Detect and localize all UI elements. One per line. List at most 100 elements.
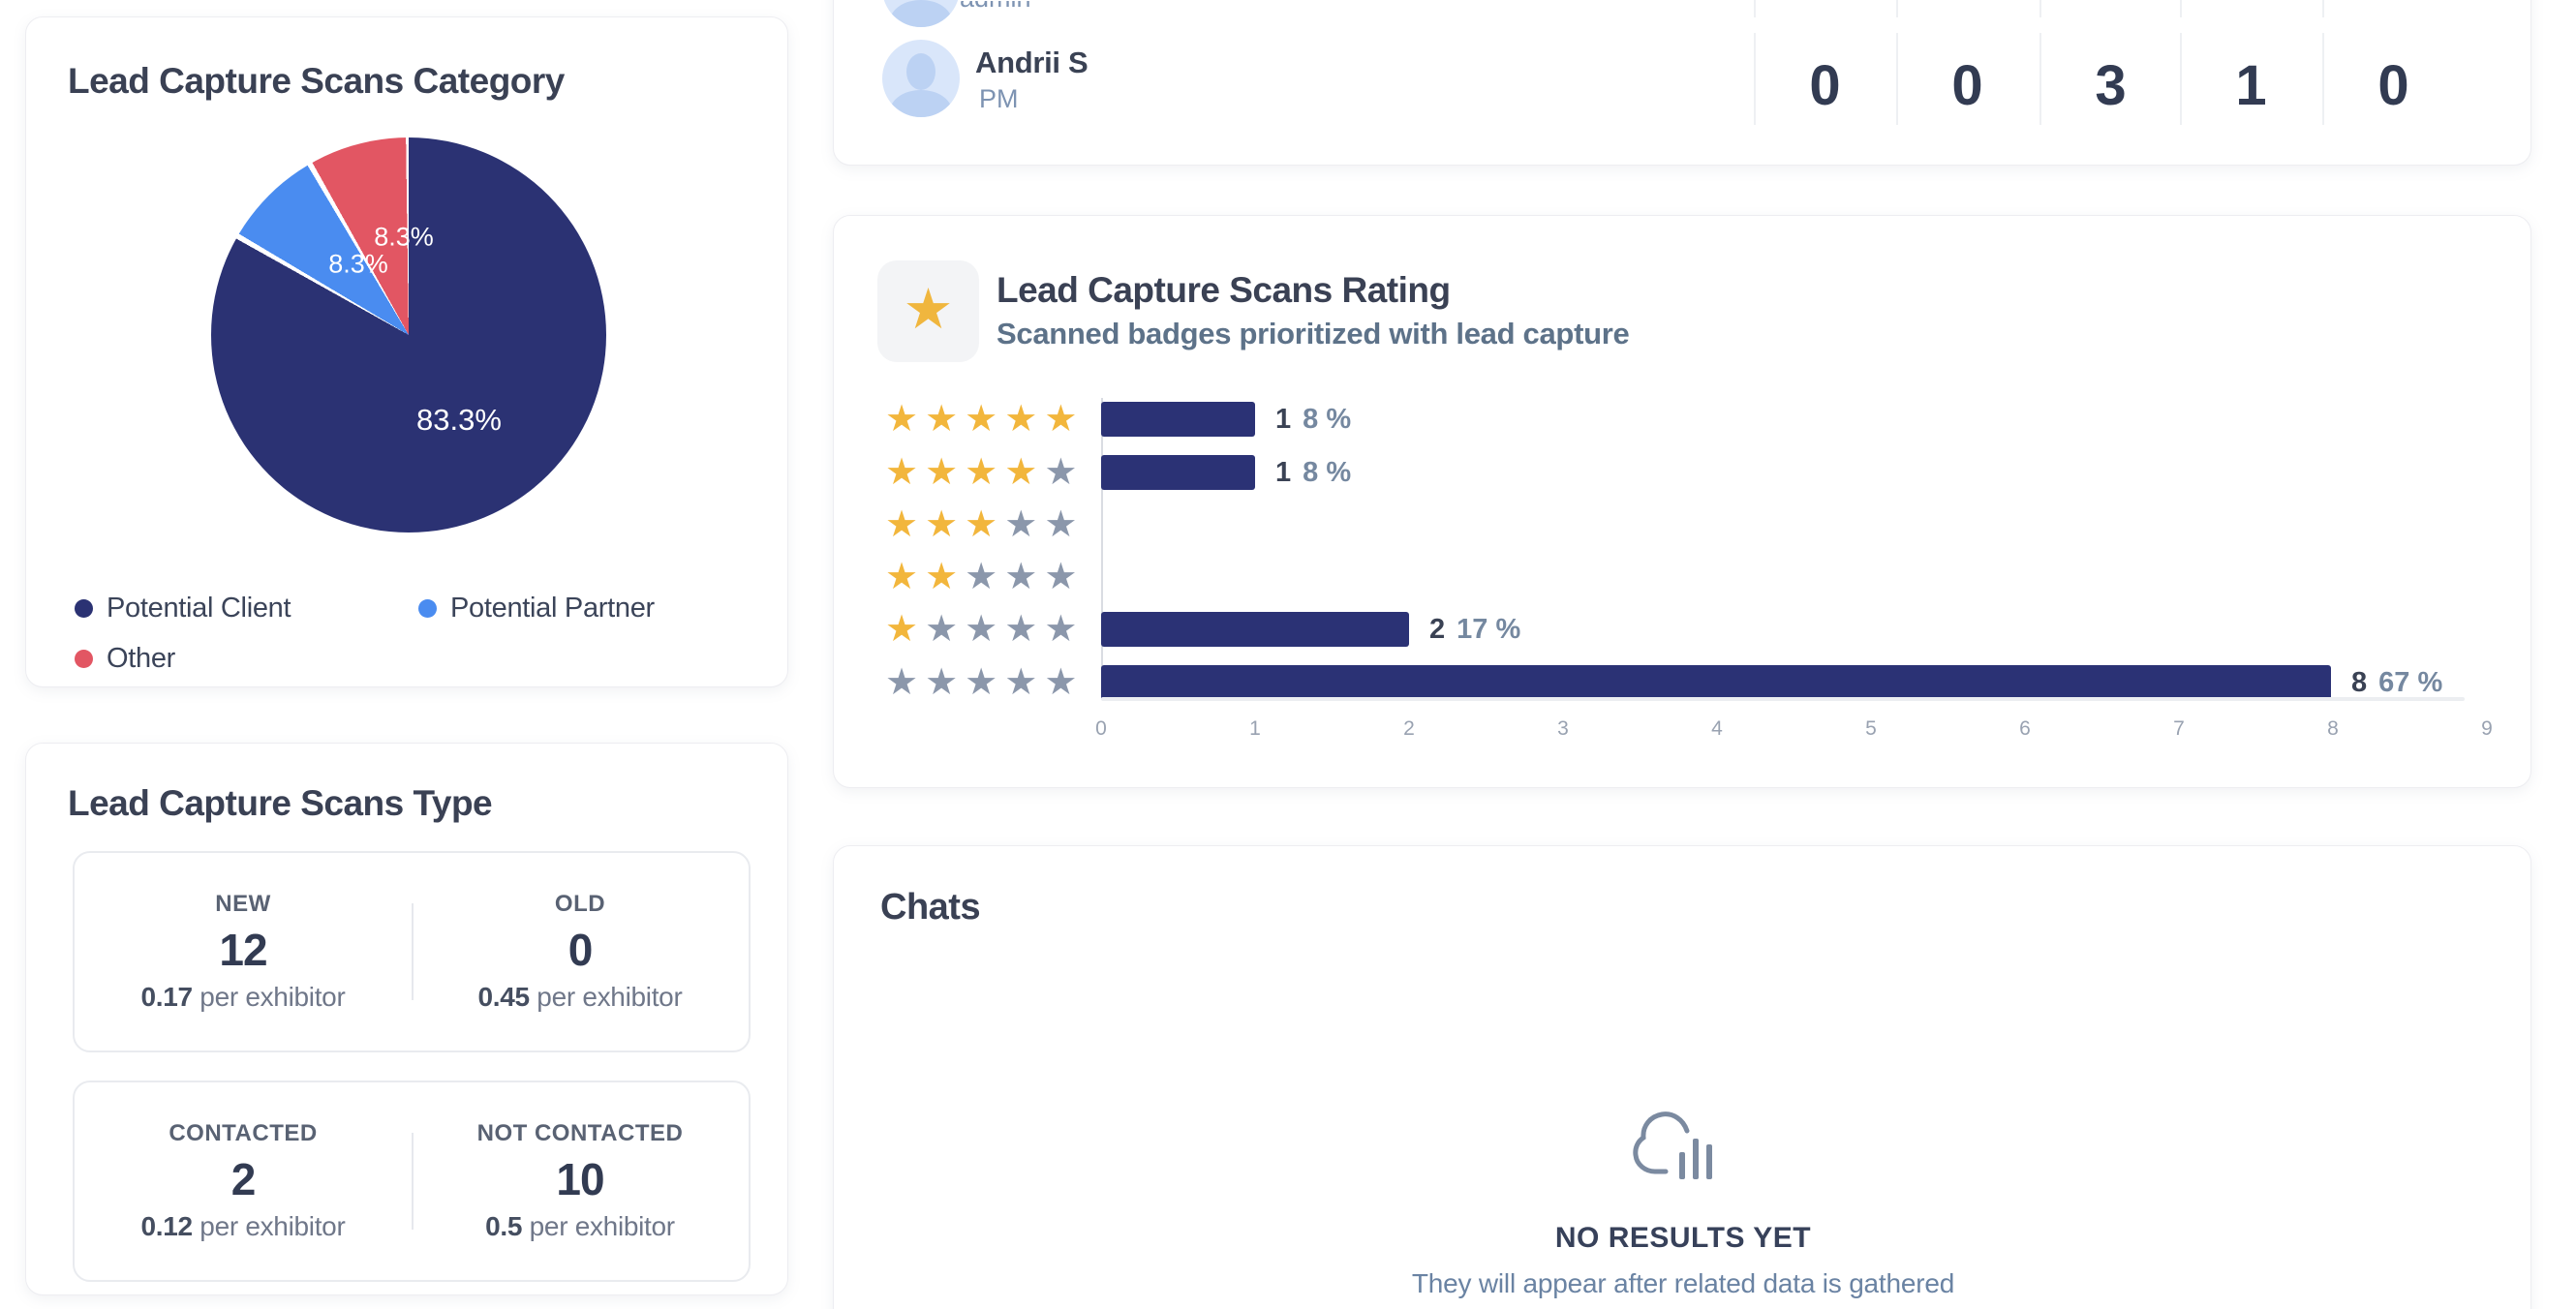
partial-role-clip: admin: [960, 1, 1066, 13]
stars-1: ★ ★ ★ ★ ★: [885, 603, 1077, 655]
rating-bar-1: [1101, 612, 1409, 647]
stat-per-exhibitor: 0.12 per exhibitor: [141, 1211, 346, 1242]
stat-value: 2: [230, 1154, 257, 1204]
scan-count-cell: 0: [1951, 54, 1983, 117]
lead-capture-rating-card: ★ Lead Capture Scans Rating Scanned badg…: [833, 215, 2531, 788]
star-icon: ★: [1044, 504, 1078, 545]
column-divider: [2039, 33, 2041, 125]
member-name: Andrii S: [975, 46, 1089, 79]
rating-bar-4: [1101, 455, 1255, 490]
stat-label: NOT CONTACTED: [476, 1120, 684, 1146]
stat-per-bold: 0.17: [140, 982, 194, 1012]
stat-value: 10: [556, 1154, 604, 1204]
star-icon: ★: [925, 452, 959, 493]
star-icon: ★: [965, 557, 998, 597]
scan-count-cell: 0: [1809, 54, 1841, 117]
stat-value: 0: [567, 925, 594, 975]
star-icon: ★: [1004, 452, 1038, 493]
chats-card: Chats NO RESULTS YET They will appear af…: [833, 845, 2531, 1309]
stars-2: ★ ★ ★ ★ ★: [885, 551, 1077, 603]
x-tick: 6: [2019, 717, 2031, 740]
rating-icon-tile: ★: [877, 260, 979, 362]
rating-bar-0: [1101, 665, 2331, 700]
stat-not-contacted: NOT CONTACTED 10 0.5 per exhibitor: [412, 1082, 749, 1280]
star-icon: ★: [925, 609, 959, 650]
star-icon: ★: [1004, 557, 1038, 597]
stat-contacted: CONTACTED 2 0.12 per exhibitor: [75, 1082, 412, 1280]
star-icon: ★: [965, 452, 998, 493]
column-divider: [2322, 0, 2324, 17]
pie-slice-label-partner: 8.3%: [328, 249, 388, 279]
cloud-chart-icon: [1633, 1111, 1712, 1179]
bar-value-label: 2 17 %: [1429, 613, 1521, 645]
x-tick: 2: [1403, 717, 1415, 740]
column-divider: [1896, 0, 1898, 17]
star-icon: ★: [965, 504, 998, 545]
pie-slice-label-client: 83.3%: [416, 403, 502, 437]
vertical-divider: [412, 903, 414, 1000]
avatar: [882, 0, 960, 27]
lead-capture-type-card: Lead Capture Scans Type NEW 12 0.17 per …: [25, 743, 788, 1295]
member-role: PM: [979, 84, 1019, 113]
star-icon: ★: [1004, 399, 1038, 440]
star-icon: ★: [1044, 557, 1078, 597]
empty-state: NO RESULTS YET They will appear after re…: [834, 1108, 2532, 1299]
star-icon: ★: [965, 609, 998, 650]
type-card-title: Lead Capture Scans Type: [68, 783, 493, 823]
star-icon: ★: [885, 399, 919, 440]
scan-count-cell: 3: [2095, 54, 2127, 117]
stars-3: ★ ★ ★ ★ ★: [885, 499, 1077, 551]
legend-label: Other: [107, 643, 176, 674]
stat-old: OLD 0 0.45 per exhibitor: [412, 853, 749, 1050]
star-icon: ★: [1044, 399, 1078, 440]
legend-item-potential-partner[interactable]: Potential Partner: [418, 593, 655, 624]
column-divider: [2180, 33, 2182, 125]
star-icon: ★: [1004, 609, 1038, 650]
column-divider: [2039, 0, 2041, 17]
legend-label: Potential Partner: [450, 593, 655, 624]
column-divider: [2322, 33, 2324, 125]
chart-axis-line: [1101, 398, 1103, 698]
column-divider: [2180, 0, 2182, 17]
pie-slice-label-other: 8.3%: [374, 222, 434, 252]
lead-capture-category-card: Lead Capture Scans Category 8.3% 8.3% 83…: [25, 16, 788, 687]
stat-label: NEW: [215, 891, 271, 917]
star-icon: ★: [925, 557, 959, 597]
star-icon: ★: [1004, 504, 1038, 545]
x-tick: 7: [2173, 717, 2185, 740]
star-icon: ★: [925, 504, 959, 545]
x-tick: 1: [1249, 717, 1261, 740]
star-icon: ★: [885, 504, 919, 545]
star-icon: ★: [965, 662, 998, 703]
x-tick: 8: [2327, 717, 2339, 740]
team-scans-card: admin Andrii S PM 0 0 3 1 0: [833, 0, 2531, 166]
stat-label: CONTACTED: [169, 1120, 318, 1146]
stat-per-bold: 0.12: [140, 1211, 194, 1241]
star-icon: ★: [885, 662, 919, 703]
star-icon: ★: [903, 277, 954, 341]
legend-item-potential-client[interactable]: Potential Client: [75, 593, 291, 624]
star-icon: ★: [885, 609, 919, 650]
x-tick: 5: [1865, 717, 1877, 740]
legend-item-other[interactable]: Other: [75, 643, 175, 675]
partial-role-text: admin: [960, 1, 1031, 13]
rating-card-title: Lead Capture Scans Rating: [997, 270, 1451, 310]
category-card-title: Lead Capture Scans Category: [68, 61, 565, 101]
stat-per-bold: 0.5: [485, 1211, 523, 1241]
star-icon: ★: [885, 557, 919, 597]
category-pie-chart: 8.3% 8.3% 83.3%: [211, 137, 606, 533]
column-divider: [1754, 33, 1756, 125]
star-icon: ★: [965, 399, 998, 440]
stat-new: NEW 12 0.17 per exhibitor: [75, 853, 412, 1050]
empty-state-subtitle: They will appear after related data is g…: [1411, 1268, 1955, 1298]
stat-per-rest: per exhibitor: [522, 1211, 676, 1241]
chart-baseline: [1101, 697, 2465, 701]
avatar: [882, 40, 960, 117]
stat-label: OLD: [554, 891, 606, 917]
scan-count-cell: 1: [2235, 54, 2267, 117]
scan-count-cell: 0: [2377, 54, 2409, 117]
stars-4: ★ ★ ★ ★ ★: [885, 446, 1077, 499]
